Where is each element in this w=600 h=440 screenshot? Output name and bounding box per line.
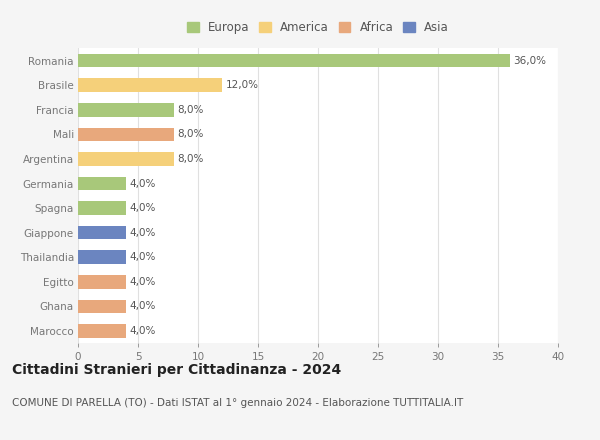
Bar	[78, 152, 174, 166]
Text: 36,0%: 36,0%	[514, 56, 547, 66]
Bar	[78, 324, 126, 337]
Bar	[78, 78, 222, 92]
Text: 4,0%: 4,0%	[130, 179, 156, 188]
Text: 4,0%: 4,0%	[130, 227, 156, 238]
Bar	[78, 177, 126, 190]
Text: 4,0%: 4,0%	[130, 203, 156, 213]
Text: 12,0%: 12,0%	[226, 80, 259, 90]
Bar	[78, 103, 174, 117]
Text: Cittadini Stranieri per Cittadinanza - 2024: Cittadini Stranieri per Cittadinanza - 2…	[12, 363, 341, 377]
Text: COMUNE DI PARELLA (TO) - Dati ISTAT al 1° gennaio 2024 - Elaborazione TUTTITALIA: COMUNE DI PARELLA (TO) - Dati ISTAT al 1…	[12, 398, 463, 408]
Bar	[78, 275, 126, 289]
Text: 4,0%: 4,0%	[130, 301, 156, 312]
Text: 4,0%: 4,0%	[130, 326, 156, 336]
Bar	[78, 128, 174, 141]
Text: 4,0%: 4,0%	[130, 252, 156, 262]
Text: 8,0%: 8,0%	[178, 129, 204, 139]
Bar	[78, 300, 126, 313]
Bar	[78, 54, 510, 67]
Bar	[78, 226, 126, 239]
Text: 8,0%: 8,0%	[178, 154, 204, 164]
Bar	[78, 202, 126, 215]
Legend: Europa, America, Africa, Asia: Europa, America, Africa, Asia	[185, 19, 451, 37]
Text: 8,0%: 8,0%	[178, 105, 204, 115]
Text: 4,0%: 4,0%	[130, 277, 156, 287]
Bar	[78, 250, 126, 264]
